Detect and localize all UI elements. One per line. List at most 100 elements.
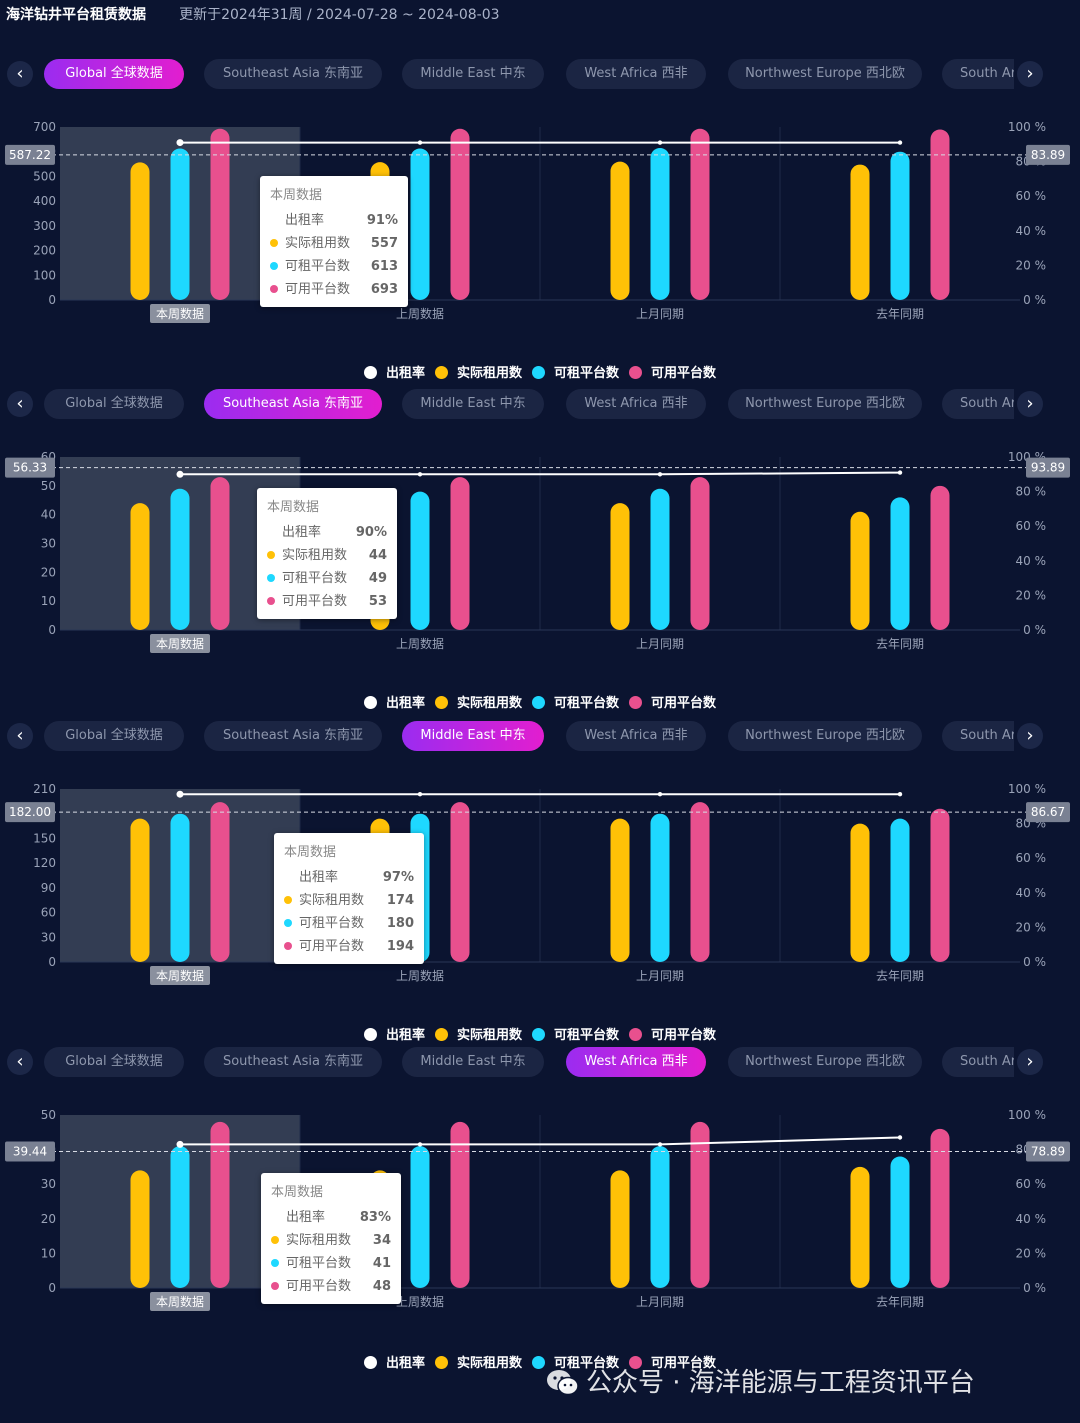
bar-rentable[interactable] xyxy=(890,151,910,300)
rate-point[interactable] xyxy=(897,140,903,145)
bar-rentable[interactable] xyxy=(170,148,190,300)
bar-rented[interactable] xyxy=(850,823,870,962)
bar-rented[interactable] xyxy=(850,511,870,630)
legend-item[interactable]: 出租率 xyxy=(363,1024,425,1043)
tab-next-chevron-right-icon[interactable]: › xyxy=(1017,61,1043,87)
tab-region-2[interactable]: Middle East 中东 xyxy=(402,389,544,419)
legend-item[interactable]: 可用平台数 xyxy=(629,1352,716,1371)
bar-available[interactable] xyxy=(690,802,710,962)
tab-region-2[interactable]: Middle East 中东 xyxy=(402,1047,544,1077)
bar-rentable[interactable] xyxy=(650,1146,670,1288)
rate-point[interactable] xyxy=(417,791,423,797)
tab-region-4[interactable]: Northwest Europe 西北欧 xyxy=(728,59,922,89)
legend-item[interactable]: 可用平台数 xyxy=(629,362,716,381)
rate-point[interactable] xyxy=(657,1142,663,1147)
bar-rented[interactable] xyxy=(610,503,630,630)
legend-item[interactable]: 出租率 xyxy=(363,692,425,711)
bar-rented[interactable] xyxy=(130,1170,150,1288)
legend-item[interactable]: 可租平台数 xyxy=(532,1352,619,1371)
bar-available[interactable] xyxy=(930,808,950,962)
bar-available[interactable] xyxy=(450,802,470,962)
bar-available[interactable] xyxy=(210,128,230,300)
rate-point[interactable] xyxy=(897,1135,903,1140)
rate-point[interactable] xyxy=(417,1142,423,1147)
tab-region-5[interactable]: South Ar xyxy=(942,1047,1014,1077)
tab-region-5[interactable]: South Ar xyxy=(942,389,1014,419)
bar-available[interactable] xyxy=(450,1121,470,1288)
tab-prev-chevron-left-icon[interactable]: ‹ xyxy=(7,1049,33,1075)
bar-rentable[interactable] xyxy=(410,1146,430,1288)
tab-region-5[interactable]: South Ar xyxy=(942,721,1014,751)
rate-point[interactable] xyxy=(176,139,184,147)
tab-region-3[interactable]: West Africa 西非 xyxy=(566,59,706,89)
legend-item[interactable]: 可租平台数 xyxy=(532,692,619,711)
legend-item[interactable]: 实际租用数 xyxy=(434,692,522,711)
tab-region-2[interactable]: Middle East 中东 xyxy=(402,721,544,751)
bar-rented[interactable] xyxy=(130,818,150,962)
legend-item[interactable]: 可租平台数 xyxy=(532,362,619,381)
tab-region-1[interactable]: Southeast Asia 东南亚 xyxy=(204,389,382,419)
bar-available[interactable] xyxy=(690,477,710,630)
bar-available[interactable] xyxy=(210,802,230,962)
legend-item[interactable]: 实际租用数 xyxy=(434,1352,522,1371)
rate-point[interactable] xyxy=(657,140,663,145)
tab-next-chevron-right-icon[interactable]: › xyxy=(1017,391,1043,417)
bar-rentable[interactable] xyxy=(170,488,190,630)
tab-region-1[interactable]: Southeast Asia 东南亚 xyxy=(204,1047,382,1077)
bar-available[interactable] xyxy=(210,1121,230,1288)
tab-region-1[interactable]: Southeast Asia 东南亚 xyxy=(204,721,382,751)
legend-item[interactable]: 实际租用数 xyxy=(434,362,522,381)
rate-point[interactable] xyxy=(176,470,184,478)
bar-rentable[interactable] xyxy=(410,148,430,300)
tab-region-3[interactable]: West Africa 西非 xyxy=(566,1047,706,1077)
tab-region-0[interactable]: Global 全球数据 xyxy=(44,389,184,419)
legend-item[interactable]: 可租平台数 xyxy=(532,1024,619,1043)
rate-point[interactable] xyxy=(897,791,903,797)
bar-available[interactable] xyxy=(690,1121,710,1288)
tab-region-3[interactable]: West Africa 西非 xyxy=(566,389,706,419)
tab-next-chevron-right-icon[interactable]: › xyxy=(1017,1049,1043,1075)
bar-rentable[interactable] xyxy=(170,1146,190,1288)
bar-available[interactable] xyxy=(690,128,710,300)
tab-region-3[interactable]: West Africa 西非 xyxy=(566,721,706,751)
tab-region-4[interactable]: Northwest Europe 西北欧 xyxy=(728,1047,922,1077)
legend-item[interactable]: 实际租用数 xyxy=(434,1024,522,1043)
bar-rentable[interactable] xyxy=(650,488,670,630)
tab-region-2[interactable]: Middle East 中东 xyxy=(402,59,544,89)
tab-next-chevron-right-icon[interactable]: › xyxy=(1017,723,1043,749)
bar-available[interactable] xyxy=(930,485,950,630)
bar-rented[interactable] xyxy=(130,503,150,630)
legend-item[interactable]: 可用平台数 xyxy=(629,692,716,711)
tab-region-0[interactable]: Global 全球数据 xyxy=(44,1047,184,1077)
bar-rentable[interactable] xyxy=(170,813,190,962)
legend-item[interactable]: 可用平台数 xyxy=(629,1024,716,1043)
bar-rented[interactable] xyxy=(850,1166,870,1288)
bar-rentable[interactable] xyxy=(650,813,670,962)
tab-region-1[interactable]: Southeast Asia 东南亚 xyxy=(204,59,382,89)
tab-region-4[interactable]: Northwest Europe 西北欧 xyxy=(728,389,922,419)
bar-rented[interactable] xyxy=(610,818,630,962)
bar-available[interactable] xyxy=(210,477,230,630)
bar-rented[interactable] xyxy=(130,162,150,300)
bar-rentable[interactable] xyxy=(890,497,910,630)
tab-region-4[interactable]: Northwest Europe 西北欧 xyxy=(728,721,922,751)
bar-available[interactable] xyxy=(930,1128,950,1288)
bar-rentable[interactable] xyxy=(890,818,910,962)
legend-item[interactable]: 出租率 xyxy=(363,1352,425,1371)
bar-rented[interactable] xyxy=(610,161,630,300)
rate-point[interactable] xyxy=(176,1140,184,1148)
rate-point[interactable] xyxy=(897,470,903,475)
bar-rented[interactable] xyxy=(850,164,870,300)
rate-point[interactable] xyxy=(417,140,423,145)
bar-available[interactable] xyxy=(930,129,950,300)
rate-point[interactable] xyxy=(657,791,663,797)
bar-available[interactable] xyxy=(450,128,470,300)
rate-point[interactable] xyxy=(176,790,184,798)
tab-region-0[interactable]: Global 全球数据 xyxy=(44,721,184,751)
tab-region-0[interactable]: Global 全球数据 xyxy=(44,59,184,89)
tab-prev-chevron-left-icon[interactable]: ‹ xyxy=(7,391,33,417)
bar-rentable[interactable] xyxy=(410,491,430,630)
tab-prev-chevron-left-icon[interactable]: ‹ xyxy=(7,723,33,749)
rate-point[interactable] xyxy=(417,472,423,477)
tab-prev-chevron-left-icon[interactable]: ‹ xyxy=(7,61,33,87)
